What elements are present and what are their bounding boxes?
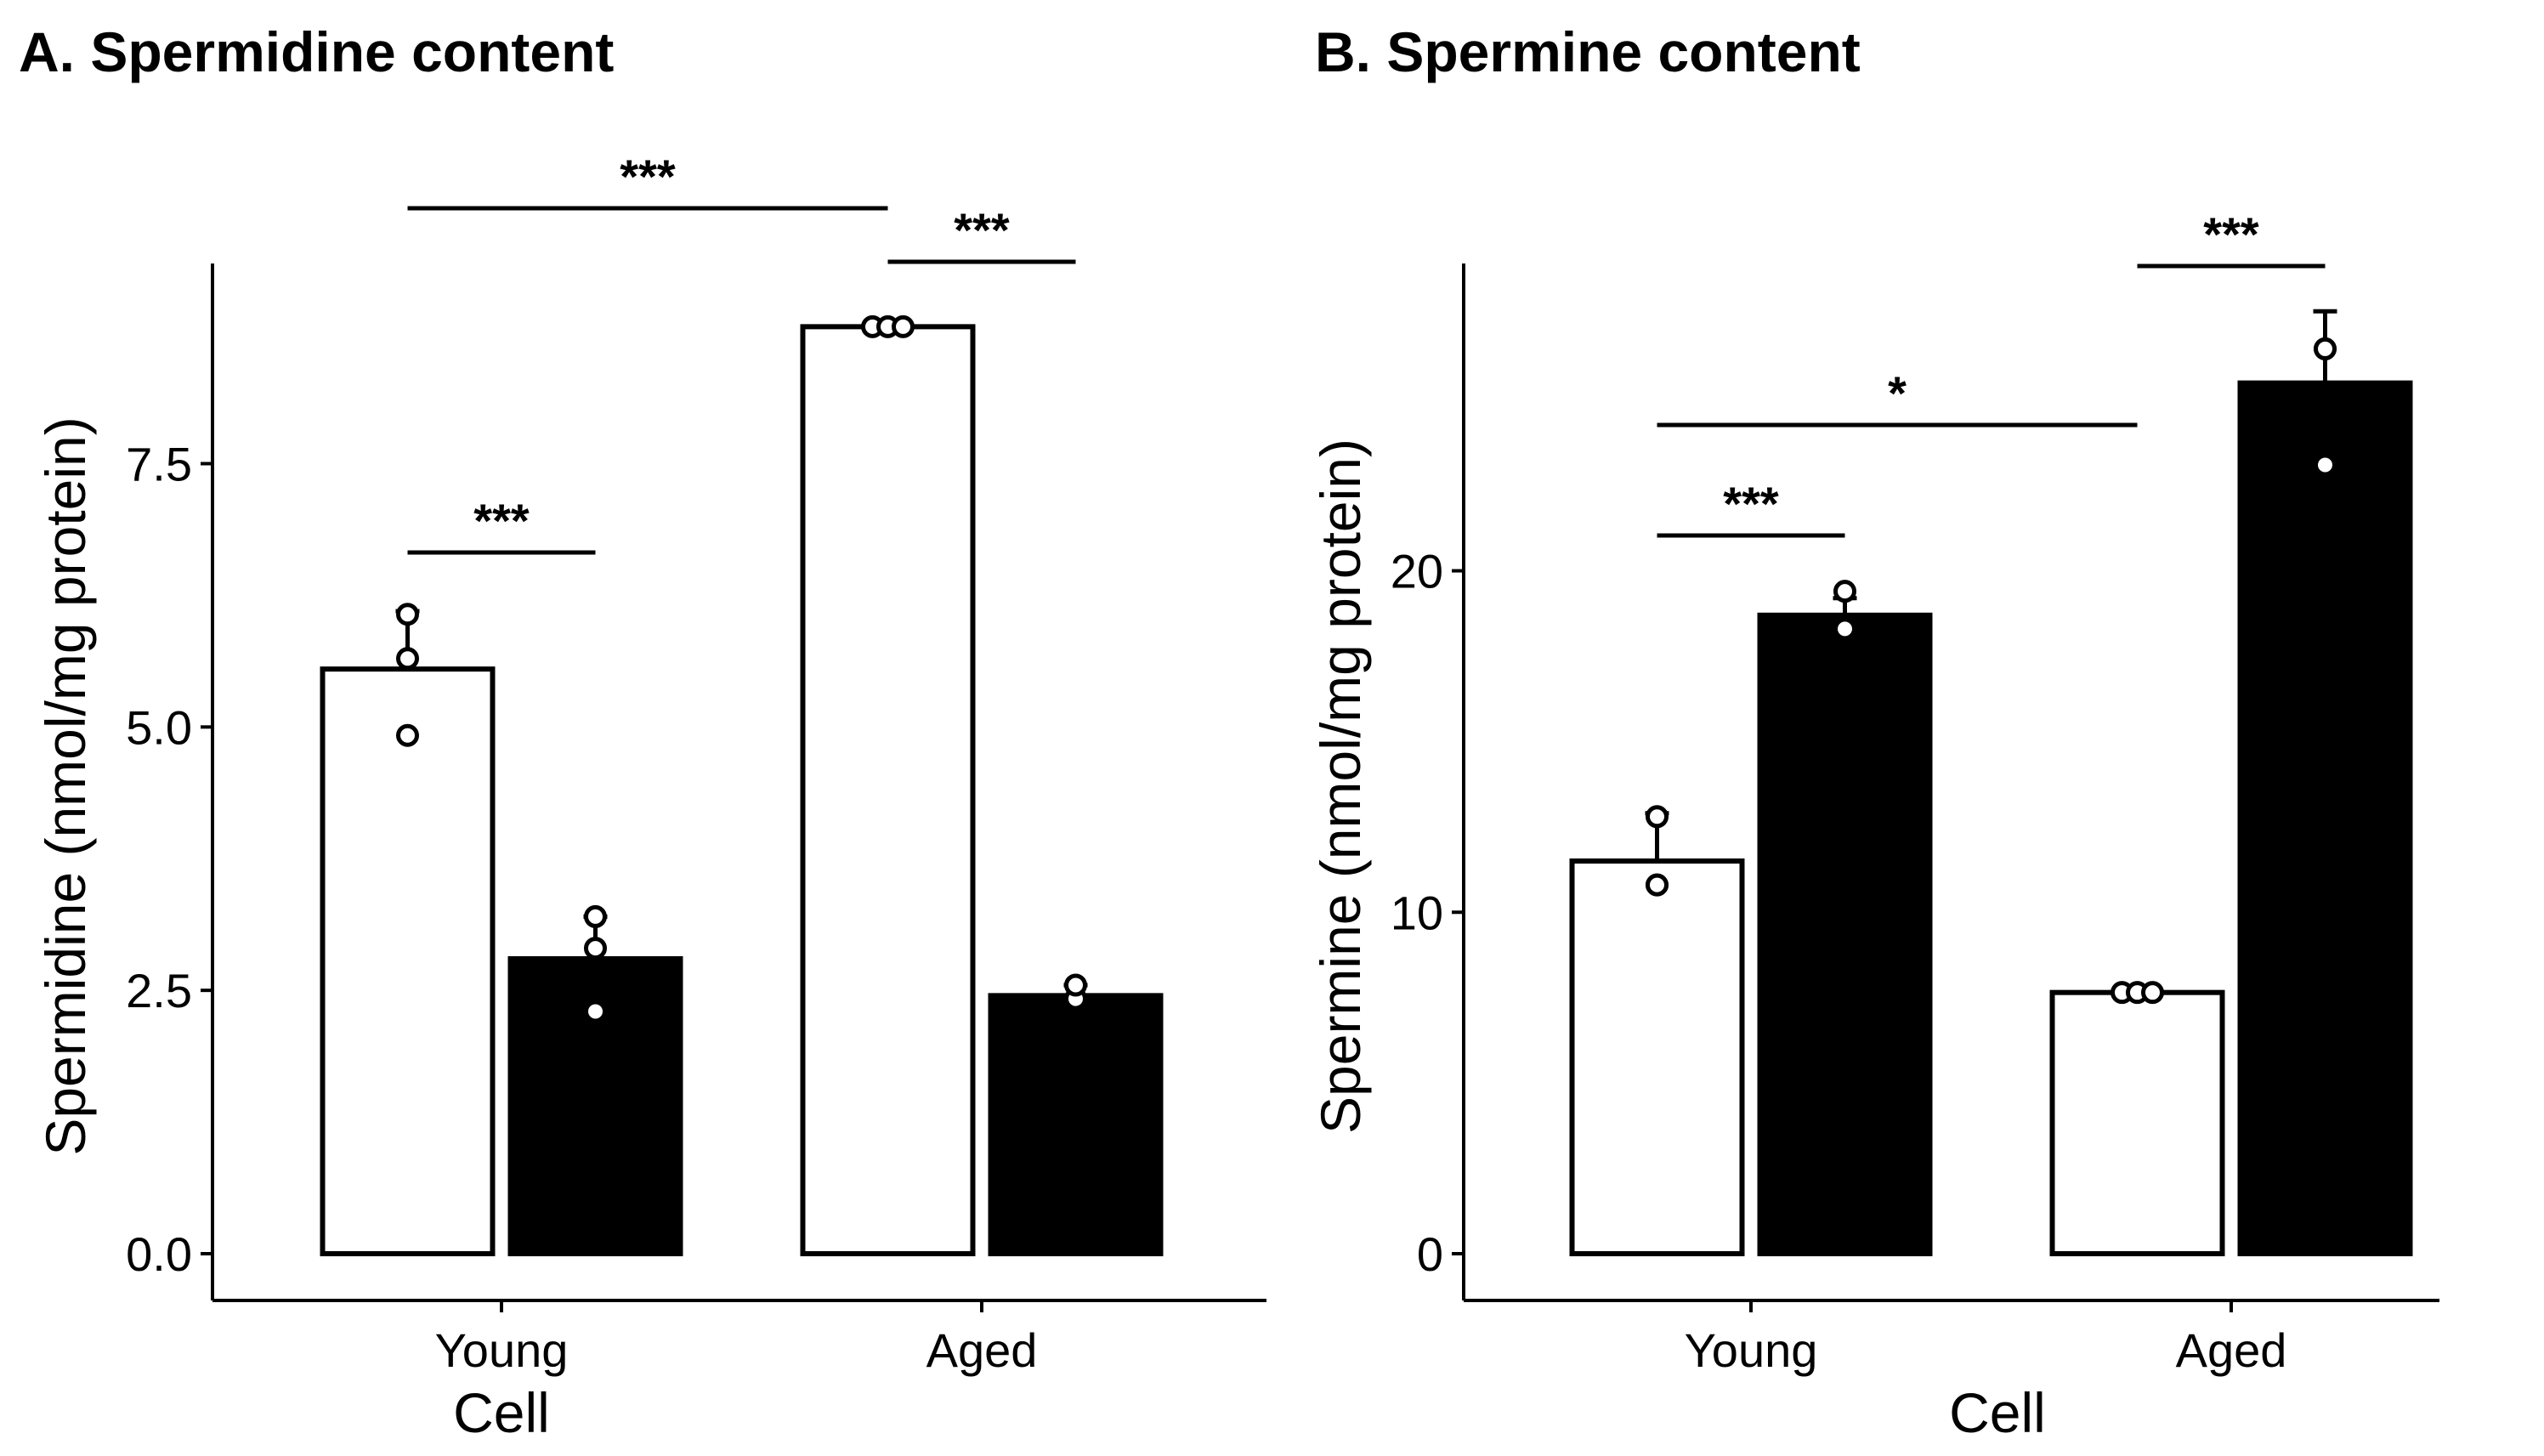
panel-spermidine: A. Spermidine content Cell Spermidine (n… (19, 20, 1266, 1444)
data-point (1064, 973, 1087, 997)
data-point (1833, 580, 1856, 603)
chart-title: B. Spermine content (1315, 20, 1861, 83)
bar (2049, 989, 2225, 1256)
x-tick-label: Young (435, 1323, 569, 1377)
data-point (2314, 453, 2337, 477)
chart-title: A. Spermidine content (19, 20, 614, 83)
y-tick-label: 0.0 (126, 1227, 192, 1281)
significance-label: *** (954, 203, 1010, 257)
data-point (1646, 805, 1669, 829)
data-point (584, 1000, 607, 1023)
bar (988, 993, 1164, 1256)
bar (1569, 858, 1745, 1256)
data-point (892, 314, 915, 338)
data-point (2314, 337, 2337, 360)
significance-label: *** (473, 494, 530, 547)
data-point (396, 723, 419, 747)
data-point (584, 904, 607, 928)
bar (2237, 380, 2413, 1257)
y-axis-title: Spermidine (nmol/mg protein) (34, 416, 97, 1155)
significance-label: *** (2203, 207, 2259, 261)
significance-label: * (1888, 366, 1907, 420)
bar (800, 324, 976, 1256)
data-point (396, 603, 419, 626)
plot-area: 0.0 2.5 5.0 7.5 Young Aged *** *** *** (126, 150, 1266, 1377)
significance-label: *** (620, 150, 676, 203)
y-tick-label: 7.5 (126, 437, 192, 490)
data-point (584, 937, 607, 960)
data-point (1833, 617, 1856, 641)
significance-label: *** (1723, 477, 1779, 530)
y-tick-label: 20 (1391, 545, 1443, 598)
x-tick-label: Aged (926, 1323, 1038, 1377)
y-tick-label: 10 (1391, 886, 1443, 939)
data-point (396, 647, 419, 671)
x-axis-title: Cell (1949, 1381, 2046, 1444)
x-tick-label: Young (1685, 1323, 1818, 1377)
x-axis-title: Cell (453, 1381, 550, 1444)
data-point (2141, 981, 2164, 1005)
bar (320, 666, 496, 1256)
y-tick-label: 0 (1417, 1227, 1443, 1281)
panel-spermine: B. Spermine content Cell Spermine (nmol/… (1309, 20, 2439, 1444)
y-axis-title: Spermine (nmol/mg protein) (1309, 439, 1372, 1134)
y-tick-label: 2.5 (126, 964, 192, 1017)
data-point (1646, 873, 1669, 897)
bar (1757, 612, 1933, 1256)
x-tick-label: Aged (2176, 1323, 2287, 1377)
y-tick-label: 5.0 (126, 700, 192, 754)
